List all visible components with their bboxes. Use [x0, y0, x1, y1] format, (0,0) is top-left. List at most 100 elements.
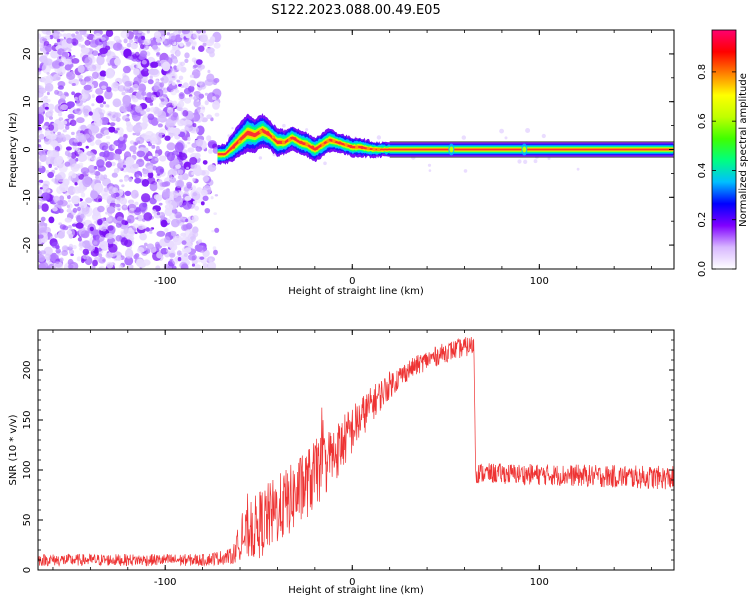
noise-blob [208, 258, 213, 263]
noise-blob [85, 197, 93, 204]
noise-blob [79, 30, 87, 35]
noise-blob [121, 91, 126, 96]
noise-blob [192, 200, 198, 205]
noise-blob [92, 71, 99, 80]
noise-blob [174, 49, 181, 57]
noise-blob [75, 132, 85, 141]
noise-blob [119, 136, 124, 141]
noise-blob [98, 257, 106, 264]
noise-blob [68, 233, 74, 239]
noise-blob [49, 110, 54, 114]
noise-blob [95, 175, 100, 179]
ridge-peak [349, 144, 353, 149]
noise-blob [127, 55, 134, 60]
noise-blob [147, 79, 154, 85]
snr-frame [37, 329, 675, 571]
noise-blob [53, 261, 64, 269]
noise-blob [124, 88, 130, 94]
noise-blob [75, 222, 84, 229]
noise-blob [39, 187, 43, 190]
noise-blob [208, 148, 213, 154]
noise-blob [186, 41, 191, 47]
noise-blob [121, 184, 125, 188]
noise-blob [148, 92, 153, 97]
noise-blob [62, 129, 67, 133]
y-tick-label: -10 [22, 189, 33, 205]
noise-blob [152, 209, 157, 215]
noise-blob [64, 161, 71, 167]
noise-blob [123, 228, 129, 235]
colorbar-tick-label: 0.8 [697, 64, 708, 80]
noise-blob [64, 192, 70, 197]
noise-blob [120, 30, 130, 39]
noise-blob [193, 95, 199, 102]
noise-blob [213, 212, 217, 216]
noise-blob [46, 72, 50, 75]
noise-blob [168, 39, 175, 45]
noise-blob [71, 58, 80, 64]
noise-blob [184, 247, 192, 254]
noise-blob [38, 255, 46, 262]
noise-blob [176, 250, 182, 256]
noise-blob [178, 151, 183, 155]
noise-blob [41, 203, 49, 212]
noise-blob [106, 94, 110, 97]
ridge-peak [276, 140, 280, 144]
noise-blob [202, 263, 209, 269]
noise-blob [191, 40, 197, 47]
noise-blob [199, 81, 207, 90]
noise-blob [141, 91, 147, 96]
noise-blob [59, 133, 65, 138]
noise-blob [195, 245, 203, 252]
noise-blob [59, 224, 67, 230]
ridge-peak [311, 145, 315, 149]
noise-blob [47, 171, 54, 179]
noise-blob [140, 68, 150, 77]
noise-blob [143, 212, 153, 221]
noise-blob [71, 172, 77, 179]
noise-blob [169, 212, 176, 220]
noise-blob [76, 256, 82, 262]
noise-blob [43, 246, 53, 256]
noise-blob [174, 142, 184, 153]
noise-blob [166, 142, 176, 151]
noise-blob [154, 157, 159, 161]
noise-blob [212, 246, 217, 251]
noise-blob [214, 112, 220, 117]
noise-blob [195, 59, 203, 65]
noise-blob [106, 261, 114, 269]
noise-blob [156, 52, 160, 56]
noise-speckle [523, 159, 528, 164]
noise-blob [175, 180, 183, 188]
noise-blob [99, 70, 107, 77]
noise-blob [80, 205, 85, 209]
noise-blob [96, 159, 105, 168]
noise-blob [202, 195, 209, 202]
colorbar-frame [711, 29, 737, 270]
noise-blob [149, 102, 154, 106]
noise-blob [118, 264, 123, 269]
noise-blob [159, 128, 167, 135]
noise-blob [124, 80, 132, 87]
noise-blob [108, 71, 114, 77]
noise-blob [106, 110, 113, 118]
ridge-peak [259, 129, 263, 134]
noise-blob [59, 257, 64, 262]
noise-blob [210, 196, 214, 200]
snr-y-axis-label: SNR (10 * v/v) [8, 414, 19, 485]
y-tick-label: 20 [22, 48, 33, 61]
noise-blob [164, 203, 174, 211]
noise-blob [67, 42, 73, 49]
noise-blob [45, 30, 52, 36]
noise-blob [38, 179, 44, 184]
noise-blob [141, 179, 150, 187]
noise-blob [56, 38, 61, 43]
noise-blob [40, 216, 46, 222]
noise-blob [57, 81, 66, 88]
noise-blob [85, 145, 89, 149]
noise-blob [123, 205, 127, 208]
noise-blob [38, 161, 42, 167]
noise-blob [141, 32, 146, 36]
noise-blob [182, 110, 189, 117]
